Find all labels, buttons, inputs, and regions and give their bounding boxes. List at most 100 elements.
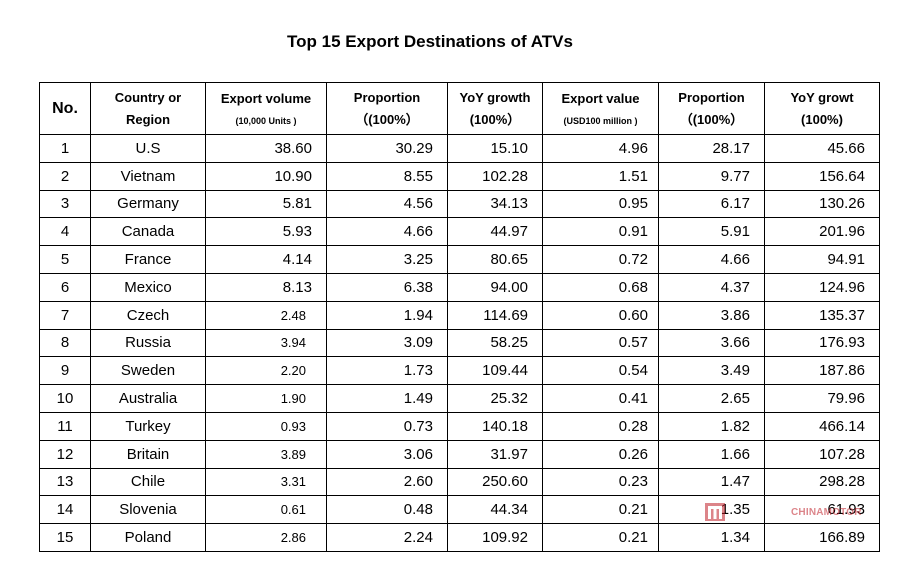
cell-export-volume: 2.20: [205, 356, 327, 386]
cell-yoy-volume: 140.18: [447, 411, 543, 441]
cell-export-volume: 2.86: [205, 523, 327, 552]
cell-no: 2: [39, 161, 91, 191]
table-row: 13 Chile 3.31 2.60 250.60 0.23 1.47 298.28: [39, 467, 880, 497]
cell-proportion-volume: 3.06: [326, 439, 448, 469]
header-export-value: Export value (USD100 million ): [542, 82, 659, 135]
cell-country: Vietnam: [90, 161, 206, 191]
cell-proportion-volume: 6.38: [326, 272, 448, 302]
header-no: No.: [39, 82, 91, 135]
cell-no: 10: [39, 384, 91, 413]
cell-yoy-volume: 25.32: [447, 384, 543, 413]
table-row: 7 Czech 2.48 1.94 114.69 0.60 3.86 135.37: [39, 300, 880, 330]
table-title: Top 15 Export Destinations of ATVs: [287, 32, 573, 51]
table-row: 4 Canada 5.93 4.66 44.97 0.91 5.91 201.96: [39, 217, 880, 247]
cell-yoy-value: 187.86: [764, 356, 880, 386]
cell-country: France: [90, 245, 206, 274]
cell-proportion-value: 3.66: [658, 328, 765, 358]
cell-no: 15: [39, 523, 91, 552]
cell-yoy-volume: 102.28: [447, 161, 543, 191]
cell-proportion-value: 1.66: [658, 439, 765, 469]
cell-proportion-value: 6.17: [658, 189, 765, 219]
header-proportion-value: Proportion （(100%）: [658, 82, 765, 135]
table-row: 11 Turkey 0.93 0.73 140.18 0.28 1.82 466.14: [39, 411, 880, 441]
cell-country: Britain: [90, 439, 206, 469]
cell-yoy-volume: 250.60: [447, 467, 543, 497]
cell-country: Canada: [90, 217, 206, 247]
cell-proportion-volume: 2.24: [326, 523, 448, 552]
cell-no: 1: [39, 134, 91, 163]
watermark: CHINAMOTOR: [705, 503, 862, 521]
cell-no: 7: [39, 300, 91, 330]
cell-export-volume: 0.61: [205, 495, 327, 525]
table-row: 5 France 4.14 3.25 80.65 0.72 4.66 94.91: [39, 245, 880, 274]
cell-proportion-volume: 0.48: [326, 495, 448, 525]
cell-export-volume: 3.94: [205, 328, 327, 358]
cell-export-volume: 3.89: [205, 439, 327, 469]
cell-country: Germany: [90, 189, 206, 219]
cell-export-value: 0.72: [542, 245, 659, 274]
cell-proportion-volume: 2.60: [326, 467, 448, 497]
cell-proportion-value: 4.37: [658, 272, 765, 302]
cell-proportion-value: 9.77: [658, 161, 765, 191]
cell-export-value: 0.68: [542, 272, 659, 302]
cell-country: Poland: [90, 523, 206, 552]
cell-country: Mexico: [90, 272, 206, 302]
cell-yoy-value: 61.93: [764, 495, 880, 525]
cell-yoy-value: 201.96: [764, 217, 880, 247]
cell-export-volume: 38.60: [205, 134, 327, 163]
cell-no: 6: [39, 272, 91, 302]
cell-no: 5: [39, 245, 91, 274]
cell-export-value: 0.91: [542, 217, 659, 247]
cell-export-volume: 4.14: [205, 245, 327, 274]
cell-proportion-volume: 1.49: [326, 384, 448, 413]
cell-export-value: 0.41: [542, 384, 659, 413]
cell-export-volume: 5.81: [205, 189, 327, 219]
cell-export-value: 0.23: [542, 467, 659, 497]
cell-export-value: 0.95: [542, 189, 659, 219]
header-yoy-value: YoY growt (100%): [764, 82, 880, 135]
cell-yoy-value: 45.66: [764, 134, 880, 163]
cell-export-volume: 0.93: [205, 411, 327, 441]
cell-proportion-volume: 4.66: [326, 217, 448, 247]
cell-proportion-volume: 0.73: [326, 411, 448, 441]
cell-proportion-volume: 30.29: [326, 134, 448, 163]
table-row: 10 Australia 1.90 1.49 25.32 0.41 2.65 79.96: [39, 384, 880, 413]
cell-export-volume: 10.90: [205, 161, 327, 191]
cell-yoy-value: 79.96: [764, 384, 880, 413]
cell-country: Turkey: [90, 411, 206, 441]
cell-no: 11: [39, 411, 91, 441]
cell-no: 14: [39, 495, 91, 525]
cell-yoy-volume: 58.25: [447, 328, 543, 358]
cell-yoy-volume: 31.97: [447, 439, 543, 469]
cell-export-volume: 8.13: [205, 272, 327, 302]
cell-yoy-volume: 44.97: [447, 217, 543, 247]
cell-proportion-value: 3.86: [658, 300, 765, 330]
cell-no: 12: [39, 439, 91, 469]
cell-country: Slovenia: [90, 495, 206, 525]
cell-export-value: 1.51: [542, 161, 659, 191]
table-row: 2 Vietnam 10.90 8.55 102.28 1.51 9.77 156.64: [39, 161, 880, 191]
cell-no: 9: [39, 356, 91, 386]
cell-export-volume: 3.31: [205, 467, 327, 497]
cell-no: 3: [39, 189, 91, 219]
cell-proportion-value: 28.17: [658, 134, 765, 163]
cell-export-value: 4.96: [542, 134, 659, 163]
cell-yoy-value: 176.93: [764, 328, 880, 358]
cell-country: Australia: [90, 384, 206, 413]
cell-no: 8: [39, 328, 91, 358]
export-destinations-table: No. Country or Region Export volume (10,…: [39, 82, 880, 552]
cell-yoy-value: 130.26: [764, 189, 880, 219]
cell-export-value: 0.60: [542, 300, 659, 330]
cell-export-value: 0.57: [542, 328, 659, 358]
watermark-text: CHINAMOTOR: [791, 506, 862, 518]
cell-yoy-value: 124.96: [764, 272, 880, 302]
header-export-volume: Export volume (10,000 Units ): [205, 82, 327, 135]
cell-country: Sweden: [90, 356, 206, 386]
cell-yoy-value: 298.28: [764, 467, 880, 497]
table-row: 15 Poland 2.86 2.24 109.92 0.21 1.34 166.89: [39, 523, 880, 552]
cell-yoy-volume: 15.10: [447, 134, 543, 163]
cell-yoy-volume: 114.69: [447, 300, 543, 330]
cell-yoy-value: 466.14: [764, 411, 880, 441]
cell-yoy-value: 94.91: [764, 245, 880, 274]
cell-yoy-value: 156.64: [764, 161, 880, 191]
